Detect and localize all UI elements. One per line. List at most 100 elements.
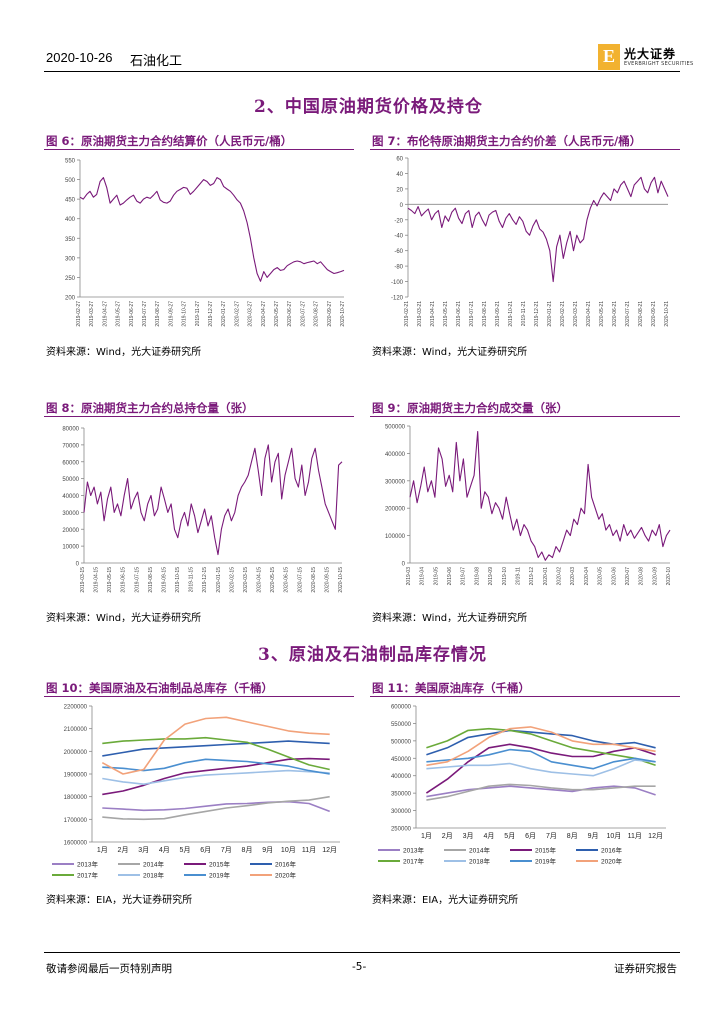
x-tick-label: 2020-06 [611,567,617,586]
y-tick-label: 400000 [385,452,406,458]
y-tick-label: 10000 [62,545,79,551]
x-tick-label: 2020-01-15 [216,567,222,593]
x-tick-label: 3月 [138,846,149,854]
x-tick-label: 2020-05-15 [270,567,276,593]
x-tick-label: 2020-07-27 [300,301,306,327]
y-tick-label: 1900000 [64,773,88,779]
series-line-2015年 [102,757,330,796]
series-line-2019年 [426,748,656,770]
y-tick-label: 0 [76,562,80,568]
series-line-2016年 [102,740,330,757]
x-tick-label: 2019-10-15 [175,567,181,593]
x-tick-label: 2020-04-15 [257,567,263,593]
fig8-title: 图 8：原油期货主力合约总持仓量（张） [46,401,254,415]
x-tick-label: 2020-08 [639,567,645,586]
legend-label: 2020年 [275,871,296,880]
x-tick-label: 2020-03-27 [248,301,254,327]
fig10-rule [44,696,354,697]
y-tick-label: 350000 [391,792,412,798]
broker-name-en: EVERBRIGHT SECURITIES [624,61,694,67]
x-tick-label: 2020-09 [652,567,658,586]
x-tick-label: 2019-03 [406,567,412,586]
x-tick-label: 4月 [159,846,170,854]
x-tick-label: 2019-04 [420,567,426,586]
fig6-chart: 200 250 300 350 400 450 500 550 2019-02-27 2019-0… [65,159,346,327]
legend-label: 2016年 [275,860,296,869]
x-tick-label: 9月 [262,846,273,854]
x-tick-label: 8月 [567,832,578,840]
x-tick-label: 2020-08-15 [311,567,317,593]
x-tick-label: 2019-12-15 [202,567,208,593]
legend-label: 2020年 [601,857,622,866]
y-tick-label: 550 [65,159,76,165]
x-tick-label: 2020-10-15 [338,567,344,593]
y-tick-label: 40 [396,172,403,178]
x-tick-label: 2020-03-15 [243,567,249,593]
fig10-chart: 1600000 1700000 1800000 1900000 2000000 21000… [52,705,340,880]
x-tick-label: 6月 [525,832,536,840]
series-line-2017年 [102,736,330,771]
fig8-source: 资料来源：Wind，光大证券研究所 [46,613,202,624]
fig7-source: 资料来源：Wind，光大证券研究所 [372,347,528,358]
x-tick-label: 2019-11-21 [521,301,527,326]
y-tick-label: 0 [402,562,406,568]
legend-label: 2016年 [601,846,622,855]
x-tick-label: 2020-05-21 [599,301,605,327]
y-tick-label: 100000 [385,534,406,540]
x-tick-label: 2019-10-27 [182,301,188,327]
fig9-title: 图 9：原油期货主力合约成交量（张） [372,401,569,415]
fig9-chart: 0 100000 200000 300000 400000 500000 2019-03 20… [385,425,672,586]
fig6-rule [44,149,354,150]
x-tick-label: 10月 [281,846,296,854]
x-tick-label: 2020-06-21 [612,301,618,327]
legend-label: 2014年 [469,846,490,855]
legend-label: 2018年 [469,857,490,866]
x-tick-label: 2020-02-27 [234,301,240,327]
x-tick-label: 2020-07-15 [297,567,303,593]
y-tick-label: 450 [65,198,76,204]
fig9-source: 资料来源：Wind，光大证券研究所 [372,613,528,624]
series-line-2018年 [426,759,656,777]
page-number: -5- [352,961,367,973]
y-tick-label: -60 [394,249,403,255]
x-tick-label: 2019-08-21 [482,301,488,327]
x-tick-label: 2019-09 [488,567,494,586]
x-tick-label: 2019-04-21 [430,301,436,327]
report-date: 2020-10-26 [46,50,113,65]
x-tick-label: 2019-05-15 [107,567,113,593]
x-tick-label: 11月 [628,832,642,840]
y-tick-label: 2200000 [64,705,88,711]
x-tick-label: 6月 [200,846,211,854]
y-tick-label: -40 [394,234,403,240]
x-tick-label: 2020-01-27 [221,301,227,327]
y-tick-label: 400000 [391,774,412,780]
series-line-2014年 [102,795,330,821]
x-tick-label: 12月 [322,846,337,854]
y-tick-label: 1700000 [64,818,88,824]
x-tick-label: 2020-09-21 [651,301,657,327]
x-tick-label: 2020-02-21 [560,301,566,327]
fig7-chart: -120 -100 -80 -60 -40 -20 0 20 40 60 2019-02-21 201… [391,157,670,327]
y-tick-label: 600000 [391,705,412,711]
x-tick-label: 10月 [607,832,622,840]
x-tick-label: 2019-06 [447,567,453,586]
x-tick-label: 9月 [588,832,599,840]
x-tick-label: 2019-07-15 [134,567,140,593]
y-tick-label: 1600000 [64,841,88,847]
x-tick-label: 2019-12-27 [208,301,214,327]
x-tick-label: 2019-09-15 [161,567,167,593]
series-line-2017年 [426,727,656,767]
series-line-价差 [407,176,669,283]
y-tick-label: 200 [65,296,76,302]
y-tick-label: -20 [394,218,403,224]
x-tick-label: 2019-09-21 [495,301,501,327]
fig6-title: 图 6：原油期货主力合约结算价（人民币元/桶） [46,134,293,148]
x-tick-label: 2019-06-27 [129,301,135,327]
fig11-title: 图 11：美国原油库存（千桶） [372,681,531,695]
y-tick-label: 300000 [391,809,412,815]
x-tick-label: 2020-08-21 [638,301,644,327]
x-tick-label: 2020-10-21 [664,301,670,327]
fig7-rule [370,149,680,150]
section-title-inventory: 3、原油及石油制品库存情况 [258,645,487,665]
series-line-2020年 [101,716,330,775]
